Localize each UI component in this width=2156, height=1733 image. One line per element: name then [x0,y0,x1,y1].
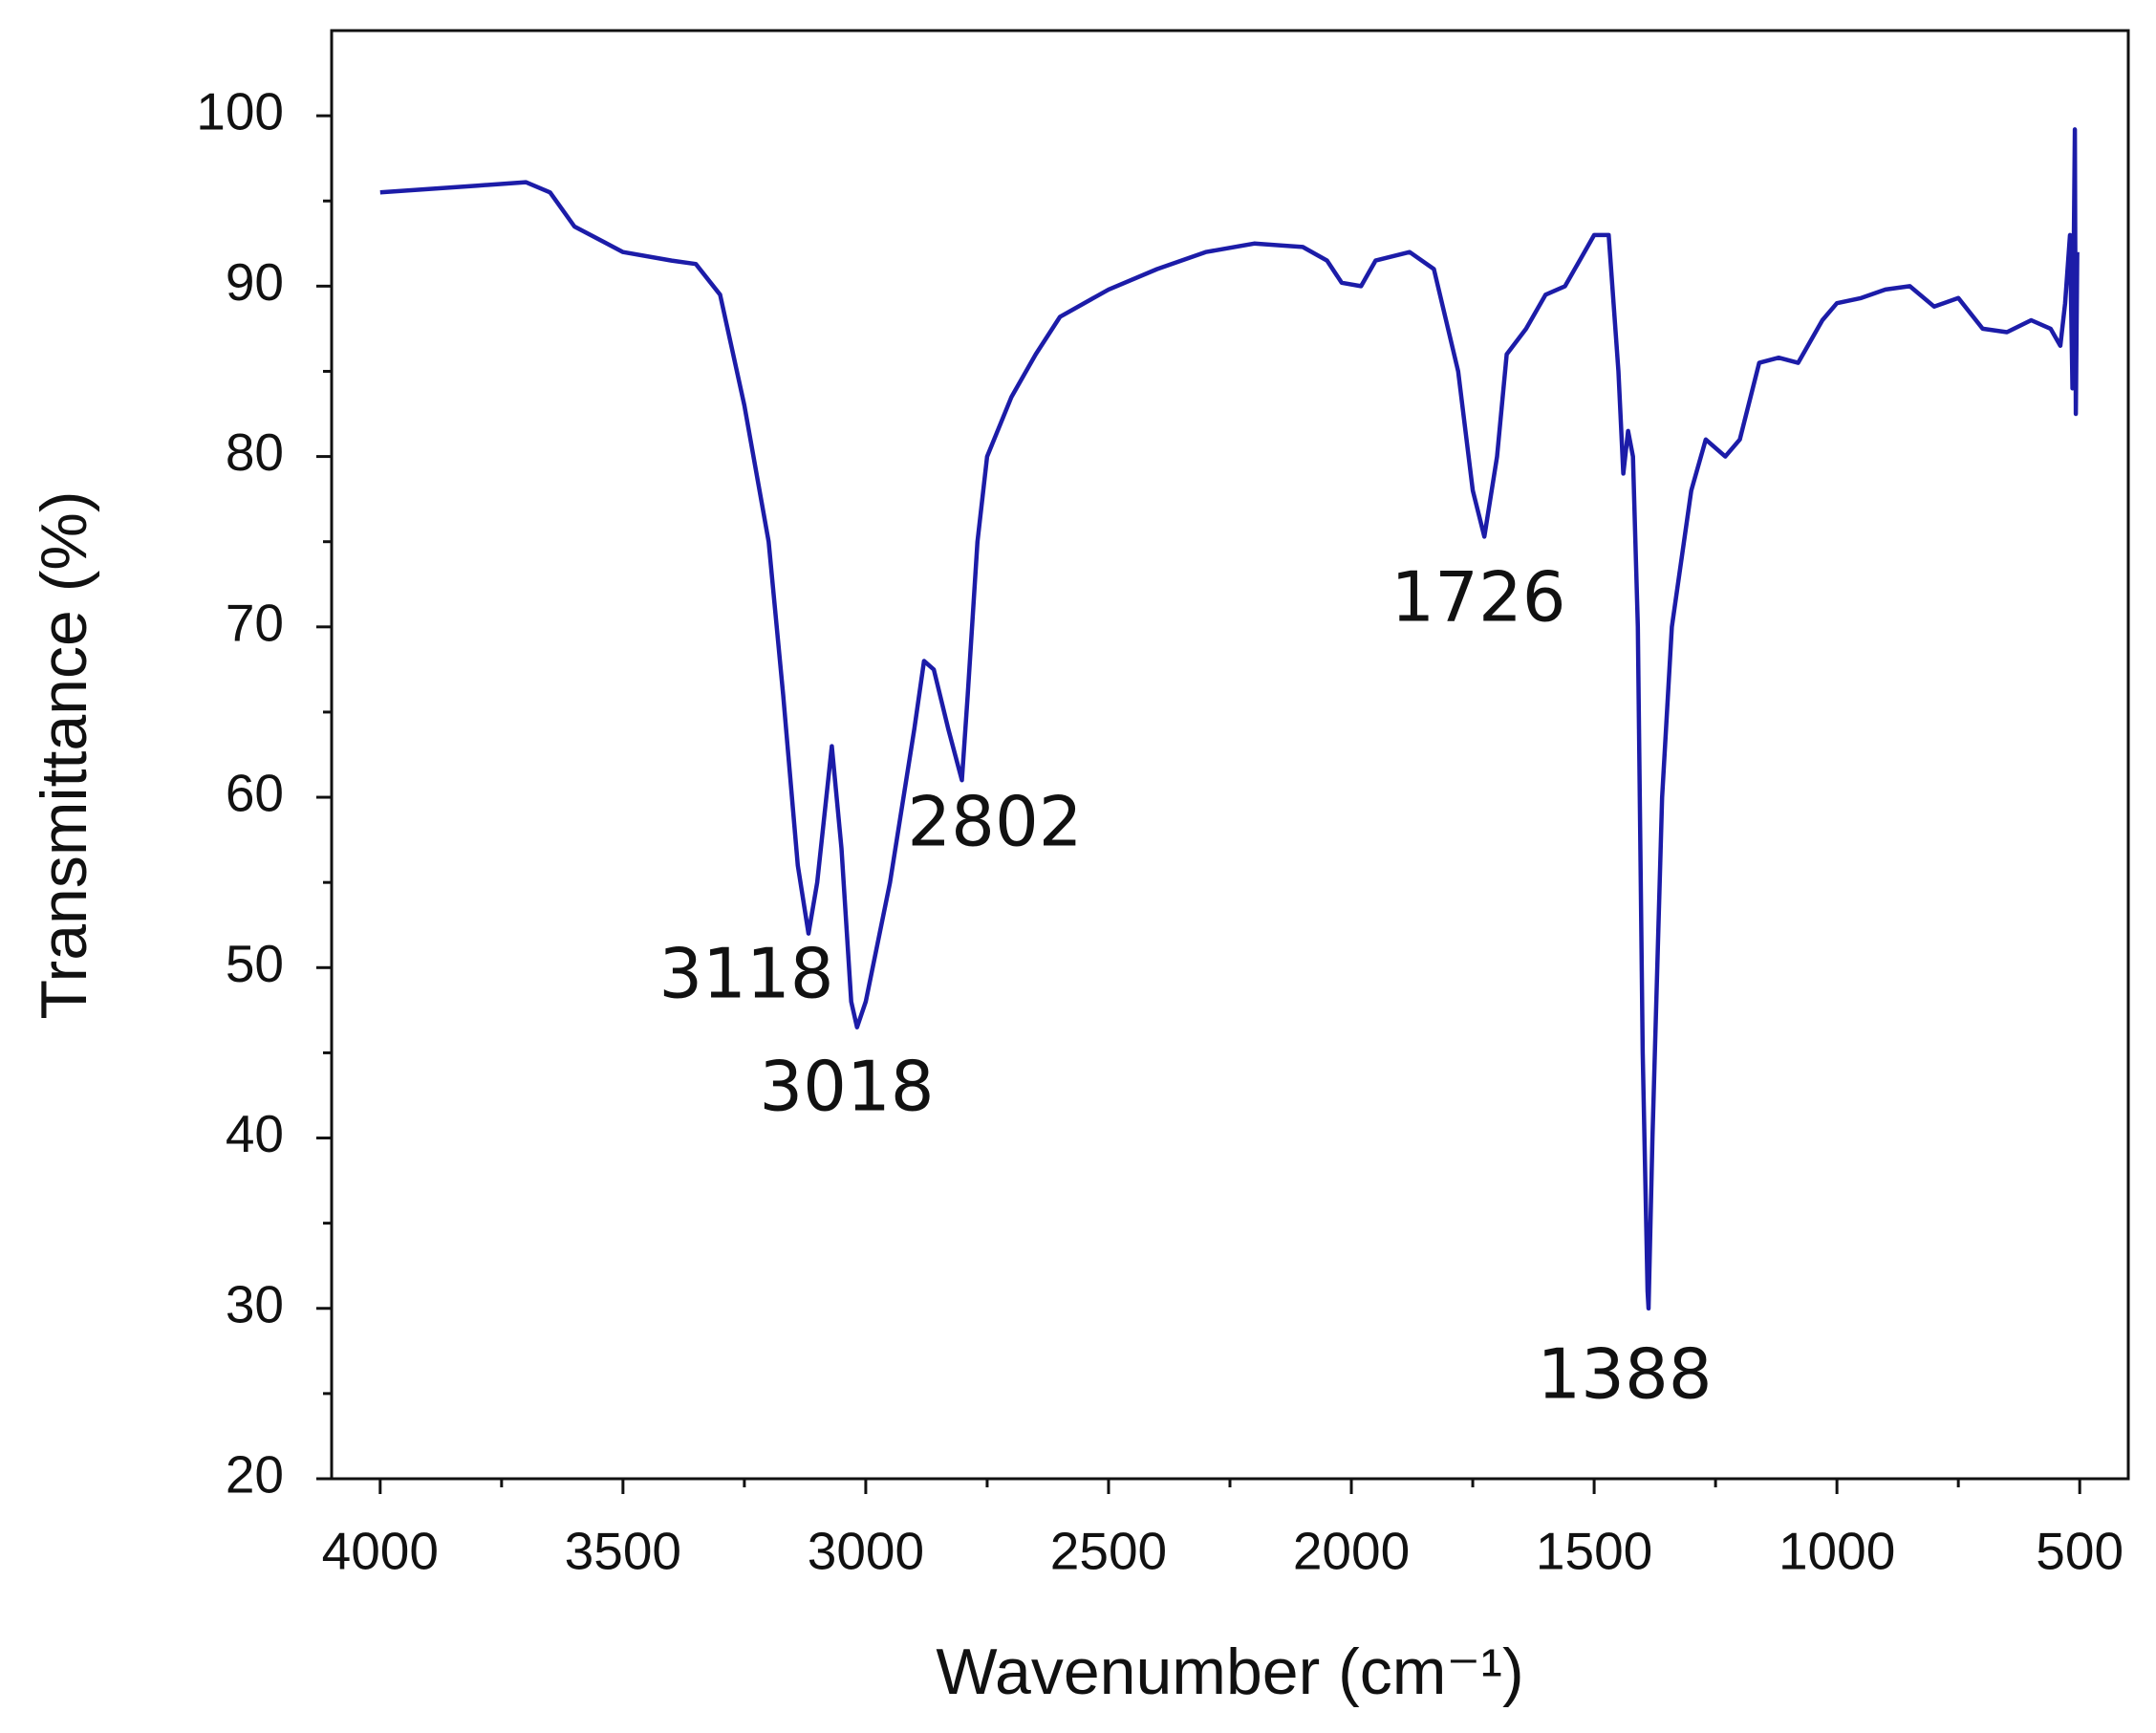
y-tick-label: 90 [226,252,284,312]
y-tick-label: 40 [226,1104,284,1163]
y-tick-label: 50 [226,934,284,993]
y-tick-label: 30 [226,1274,284,1333]
y-tick-label: 80 [226,422,284,482]
peak-annotation: 2802 [907,782,1082,862]
x-tick-label: 3500 [565,1522,681,1581]
y-axis-label: Transmittance (%) [28,491,100,1020]
x-tick-label: 1000 [1779,1522,1895,1581]
x-tick-label: 2000 [1293,1522,1410,1581]
x-tick-label: 500 [2036,1522,2124,1581]
peak-annotation: 1726 [1391,557,1565,638]
x-tick-label: 2500 [1050,1522,1167,1581]
x-tick-label: 3000 [808,1522,924,1581]
x-tick-label: 1500 [1536,1522,1652,1581]
y-tick-label: 100 [196,82,284,141]
peak-annotation: 3118 [658,934,833,1014]
peak-annotation: 1388 [1537,1334,1712,1415]
spectrum-line [379,127,2080,1311]
x-axis-label: Wavenumber (cm⁻¹) [936,1636,1523,1708]
y-tick-label: 70 [226,593,284,652]
y-tick-label: 20 [226,1445,284,1505]
x-tick-label: 4000 [322,1522,439,1581]
y-tick-label: 60 [226,764,284,823]
peak-annotation: 3018 [759,1047,934,1127]
